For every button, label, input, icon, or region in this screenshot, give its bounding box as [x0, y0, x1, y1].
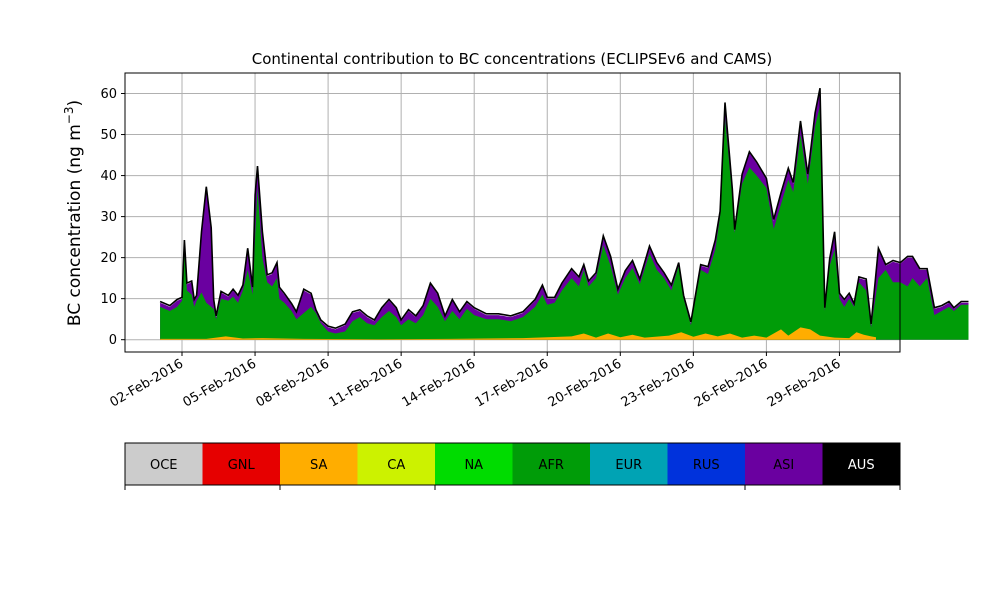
x-tick-label: 05-Feb-2016 [181, 356, 260, 410]
legend-swatch-oce [125, 443, 203, 485]
y-tick-label: 10 [100, 292, 117, 307]
x-tick-label: 20-Feb-2016 [546, 356, 625, 410]
x-tick-label: 02-Feb-2016 [107, 356, 186, 410]
x-tick-label: 08-Feb-2016 [254, 356, 333, 410]
legend-label-oce: OCE [150, 458, 178, 473]
x-tick-label: 23-Feb-2016 [619, 356, 698, 410]
y-axis-label-exponent: −3 [62, 106, 76, 124]
color-legend: OCE GNL SA CA NA AFR EUR RUS ASI AUS [124, 442, 901, 490]
y-axis-label-close: ) [65, 100, 85, 107]
legend-swatch-rus [667, 443, 746, 485]
x-tick-label: 11-Feb-2016 [327, 356, 406, 410]
legend-label-afr: AFR [539, 458, 564, 473]
y-axis-label: BC concentration (ng m−3) [62, 100, 85, 326]
y-axis-label-main: BC concentration (ng m [65, 124, 85, 326]
legend-label-eur: EUR [615, 458, 642, 473]
x-tick-label: 29-Feb-2016 [765, 356, 844, 410]
chart-title: Continental contribution to BC concentra… [252, 50, 773, 68]
legend-label-ca: CA [387, 458, 405, 473]
legend-swatch-na [435, 443, 513, 485]
legend-swatch-eur [590, 443, 668, 485]
y-tick-label: 40 [100, 169, 117, 184]
total-outline [159, 88, 969, 330]
area-afr [160, 105, 969, 340]
legend-swatch-ca [357, 443, 436, 485]
x-tick-label: 14-Feb-2016 [400, 356, 479, 410]
y-tick-label: 60 [100, 87, 117, 102]
legend-swatch-sa [280, 443, 358, 485]
legend-label-rus: RUS [693, 458, 720, 473]
stacked-areas [160, 89, 969, 340]
y-tick-label: 30 [100, 210, 117, 225]
y-tick-label: 50 [100, 128, 117, 143]
legend-label-aus: AUS [848, 458, 875, 473]
y-tick-label: 0 [109, 333, 117, 348]
legend-swatch-aus [822, 443, 901, 485]
total-line [159, 88, 969, 330]
legend-swatch-asi [745, 443, 823, 485]
x-axis-ticks: 02-Feb-201605-Feb-201608-Feb-201611-Feb-… [107, 352, 843, 410]
legend-frame [124, 442, 901, 486]
legend-swatch-gnl [202, 443, 281, 485]
legend-label-sa: SA [310, 458, 327, 473]
legend-label-asi: ASI [773, 458, 794, 473]
area-sa [160, 327, 877, 340]
plot-frame [124, 72, 901, 353]
legend-swatch-afr [512, 443, 591, 485]
y-tick-label: 20 [100, 251, 117, 266]
x-tick-label: 26-Feb-2016 [692, 356, 771, 410]
x-tick-label: 17-Feb-2016 [473, 356, 552, 410]
y-axis-ticks: 0 10 20 30 40 50 60 [100, 87, 125, 348]
legend-label-gnl: GNL [228, 458, 256, 473]
legend-label-na: NA [464, 458, 483, 473]
